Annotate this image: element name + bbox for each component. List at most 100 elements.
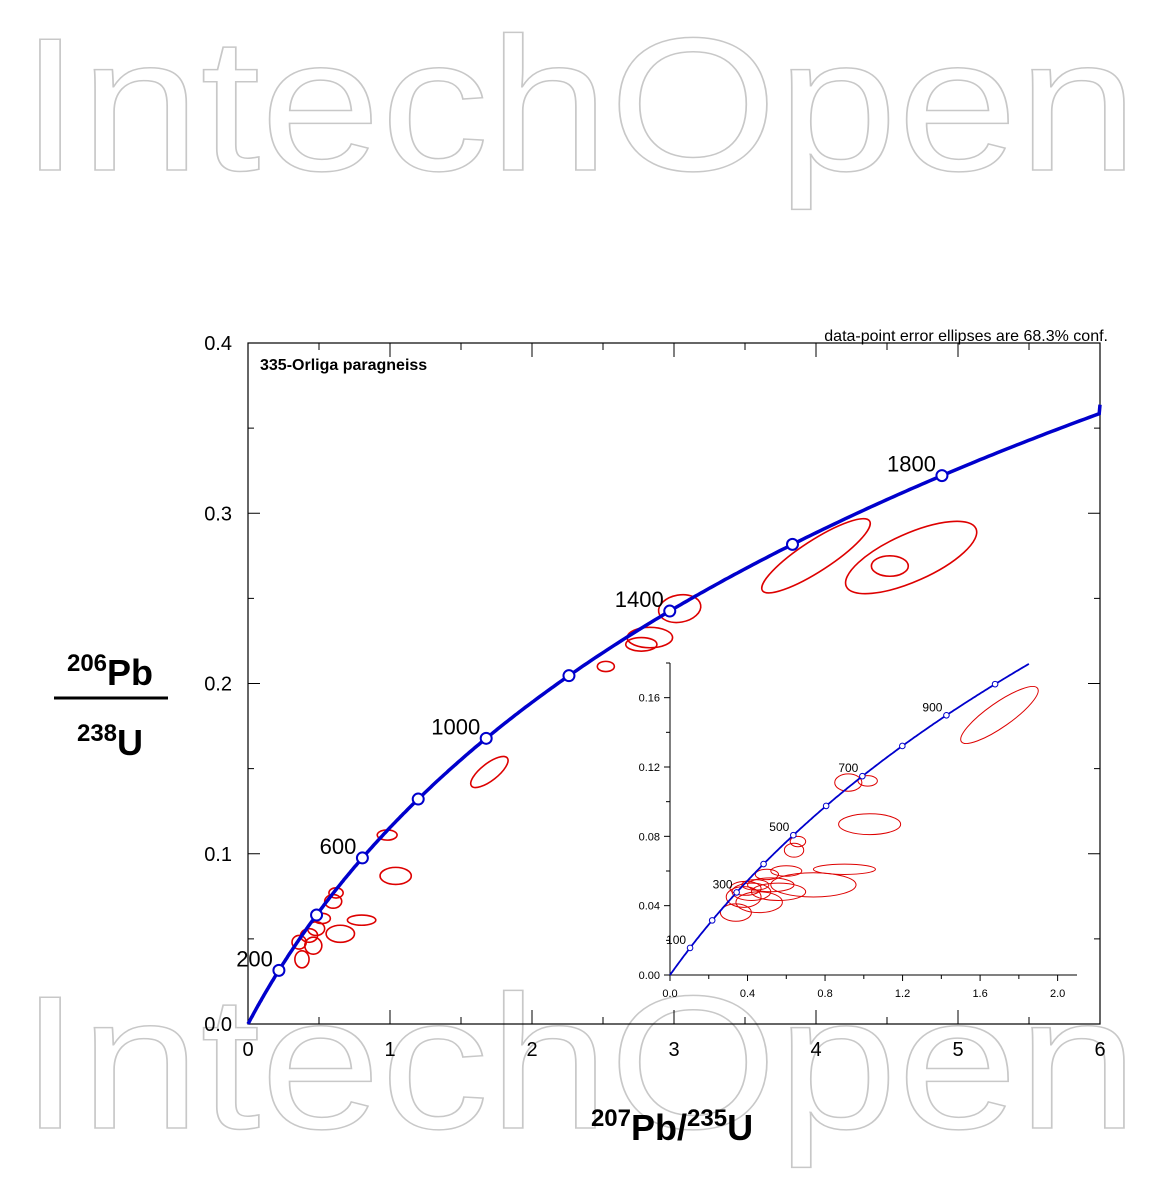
watermark-text-bottom: IntechOpen	[20, 957, 1138, 1169]
error-ellipse	[760, 517, 872, 594]
age-marker	[663, 604, 677, 618]
age-marker	[272, 963, 286, 977]
inset-age-marker	[686, 944, 694, 952]
inset-x-tick-label: 1.6	[972, 988, 987, 1000]
chart-title: 335-Orliga paragneiss	[260, 357, 427, 374]
inset-x-tick-label: 1.2	[895, 988, 910, 1000]
age-marker	[562, 669, 576, 683]
x-axis-label: 207Pb/235U	[591, 1105, 753, 1148]
age-marker	[479, 731, 493, 745]
x-tick-label: 1	[384, 1039, 395, 1061]
y-tick-label: 0.1	[204, 844, 232, 866]
inset-age-label: 500	[769, 820, 789, 834]
inset-age-marker	[899, 742, 906, 750]
inset-age-marker	[760, 860, 767, 868]
inset-age-marker	[733, 889, 740, 896]
confidence-note: data-point error ellipses are 68.3% conf…	[824, 328, 1108, 345]
svg-text:206Pb: 206Pb	[67, 650, 153, 693]
inset-error-ellipse	[735, 891, 783, 914]
age-marker	[785, 537, 799, 551]
inset-error-ellipse	[789, 835, 807, 848]
x-label-element-2: U	[727, 1107, 753, 1148]
inset-y-tick-label: 0.12	[639, 762, 660, 774]
error-ellipse	[870, 555, 910, 578]
inset-background	[670, 663, 1077, 975]
age-label: 1400	[615, 587, 664, 612]
x-label-mass-1: 207	[591, 1105, 631, 1132]
inset-error-ellipse	[770, 872, 857, 898]
y-label-denominator-mass: 238	[77, 720, 117, 747]
x-tick-label: 5	[952, 1039, 963, 1061]
error-ellipse	[844, 520, 978, 595]
inset-age-label: 300	[713, 877, 733, 891]
error-ellipse	[379, 866, 413, 886]
inset-concordia-curve	[669, 663, 1030, 976]
y-tick-label: 0.3	[204, 503, 232, 525]
error-ellipse	[304, 936, 323, 955]
inset-error-ellipse	[834, 773, 863, 792]
y-tick-label: 0.2	[204, 674, 232, 696]
inset-age-label: 700	[838, 761, 858, 775]
error-ellipse	[596, 660, 616, 673]
age-marker	[355, 851, 369, 865]
error-ellipse	[624, 636, 658, 652]
y-tick-label: 0.0	[204, 1014, 232, 1036]
inset-concordia-plot: 0.0 0.4 0.8 1.2 1.6 2.0 0.00 0.04 0.08 0.12 0.16 10…	[639, 662, 1077, 1000]
inset-error-ellipse	[960, 686, 1039, 744]
y-label-denominator-element: U	[117, 722, 143, 763]
x-tick-label: 0	[242, 1039, 253, 1061]
inset-y-tick-label: 0.00	[639, 970, 660, 982]
inset-age-marker	[708, 917, 716, 924]
y-label-numerator-mass: 206	[67, 650, 107, 677]
inset-x-tick-label: 0.8	[817, 988, 832, 1000]
error-ellipse	[346, 914, 377, 927]
inset-age-marker	[859, 772, 866, 780]
inset-age-marker	[943, 711, 950, 719]
inset-age-label: 900	[922, 700, 942, 714]
age-label: 200	[236, 946, 273, 971]
error-ellipse	[294, 949, 310, 969]
inset-error-ellipse	[750, 882, 807, 901]
age-label: 600	[320, 834, 357, 859]
inset-age-marker	[991, 680, 999, 688]
y-tick-label: 0.4	[204, 333, 232, 355]
inset-error-ellipse	[770, 865, 803, 877]
x-tick-label: 6	[1094, 1039, 1105, 1061]
inset-x-tick-label: 0.4	[740, 988, 755, 1000]
age-label: 1000	[431, 714, 480, 739]
inset-y-tick-label: 0.04	[639, 901, 660, 913]
inset-x-tick-label: 0.0	[662, 988, 677, 1000]
inset-error-ellipse	[725, 886, 762, 908]
watermark: IntechOpen IntechOpen	[19, 0, 1139, 1170]
inset-y-tick-label: 0.16	[639, 693, 660, 705]
inset-error-ellipse	[838, 813, 902, 836]
age-label: 1800	[887, 452, 936, 477]
error-ellipse	[325, 924, 356, 944]
inset-error-ellipse	[812, 863, 876, 875]
x-label-mass-2: 235	[687, 1105, 727, 1132]
watermark-text-top: IntechOpen	[20, 0, 1138, 211]
y-label-numerator-element: Pb	[107, 652, 153, 693]
error-ellipse	[657, 593, 702, 624]
x-tick-label: 3	[668, 1039, 679, 1061]
inset-age-label: 100	[666, 933, 686, 947]
inset-error-ellipse	[783, 842, 805, 858]
x-tick-label: 4	[810, 1039, 821, 1061]
inset-y-tick-label: 0.08	[639, 831, 660, 843]
x-label-element-1: Pb	[631, 1107, 677, 1148]
inset-x-tick-label: 2.0	[1050, 988, 1065, 1000]
main-concordia-plot: 0 1 2 3 4 5 6 0.0 0.1 0.2 0.3 0.4 200 600 1000 1400 1800	[204, 333, 1105, 1061]
age-marker	[935, 469, 949, 483]
inset-error-ellipse	[754, 868, 780, 881]
x-tick-label: 2	[526, 1039, 537, 1061]
inset-error-ellipse	[857, 775, 878, 787]
inset-age-marker	[822, 802, 830, 810]
error-ellipse	[469, 755, 509, 789]
x-label-separator: /	[677, 1107, 687, 1148]
age-marker	[310, 908, 324, 922]
chart-labels: data-point error ellipses are 68.3% conf…	[54, 328, 1108, 1148]
inset-age-marker	[790, 831, 797, 839]
svg-text:238U: 238U	[77, 720, 143, 763]
